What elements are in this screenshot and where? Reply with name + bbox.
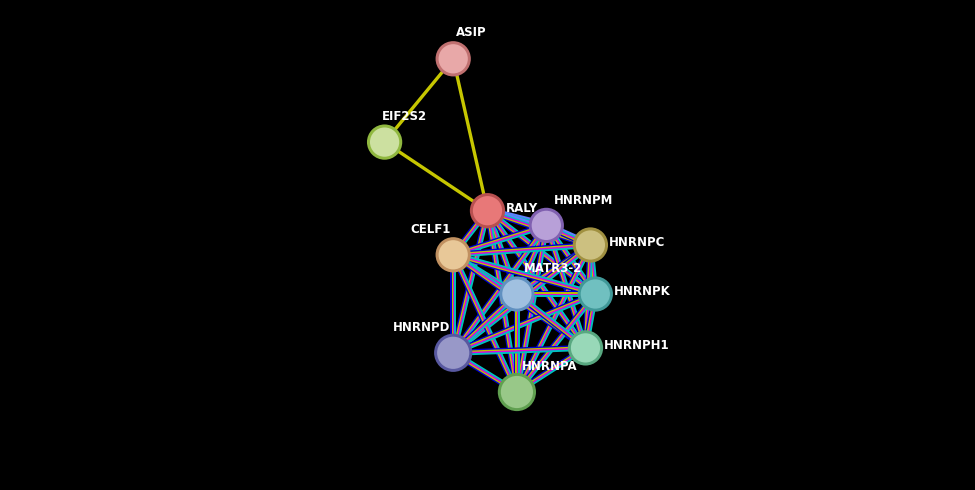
Ellipse shape bbox=[438, 239, 469, 270]
Ellipse shape bbox=[499, 276, 534, 312]
Text: MATR3-2: MATR3-2 bbox=[525, 262, 583, 275]
Text: ASIP: ASIP bbox=[455, 26, 487, 39]
Ellipse shape bbox=[567, 330, 604, 366]
Ellipse shape bbox=[528, 208, 564, 243]
Ellipse shape bbox=[369, 126, 401, 158]
Ellipse shape bbox=[367, 124, 403, 160]
Ellipse shape bbox=[498, 373, 536, 411]
Text: EIF2S2: EIF2S2 bbox=[382, 109, 427, 122]
Text: HNRNPH1: HNRNPH1 bbox=[604, 339, 670, 352]
Ellipse shape bbox=[579, 278, 611, 310]
Ellipse shape bbox=[530, 210, 562, 241]
Ellipse shape bbox=[500, 375, 534, 409]
Ellipse shape bbox=[438, 43, 469, 74]
Ellipse shape bbox=[577, 276, 613, 312]
Ellipse shape bbox=[501, 278, 532, 310]
Text: HNRNPD: HNRNPD bbox=[393, 321, 450, 334]
Ellipse shape bbox=[574, 229, 606, 261]
Ellipse shape bbox=[572, 227, 608, 263]
Ellipse shape bbox=[436, 41, 471, 76]
Ellipse shape bbox=[436, 237, 471, 272]
Ellipse shape bbox=[434, 334, 472, 372]
Text: RALY: RALY bbox=[506, 202, 538, 215]
Ellipse shape bbox=[472, 195, 503, 226]
Text: HNRNPK: HNRNPK bbox=[614, 285, 671, 298]
Text: HNRNPM: HNRNPM bbox=[554, 194, 613, 207]
Text: HNRNPA: HNRNPA bbox=[522, 360, 577, 373]
Ellipse shape bbox=[436, 336, 470, 370]
Ellipse shape bbox=[569, 332, 602, 364]
Text: CELF1: CELF1 bbox=[410, 223, 450, 236]
Ellipse shape bbox=[470, 193, 505, 228]
Text: HNRNPC: HNRNPC bbox=[609, 236, 665, 249]
